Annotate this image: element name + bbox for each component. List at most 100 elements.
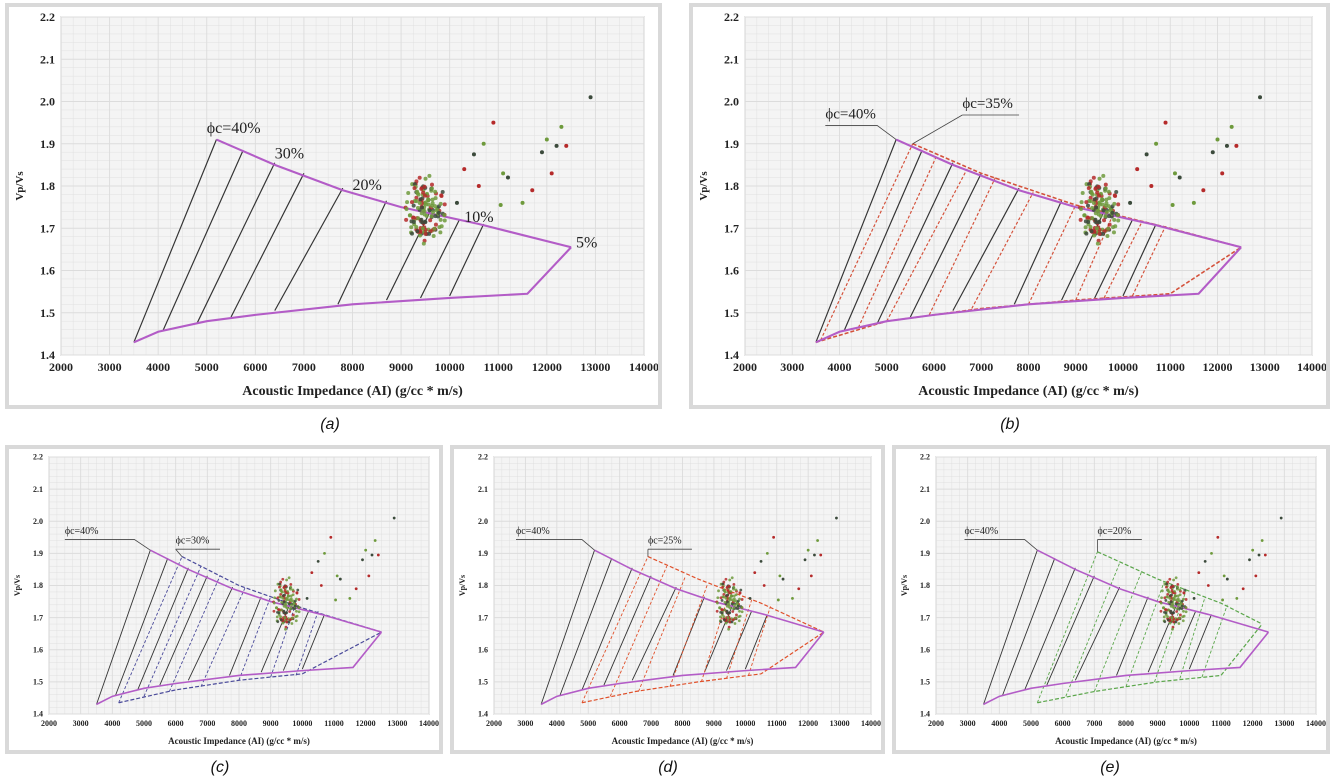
data-point [1167,600,1171,604]
y-tick-label: 2.0 [33,517,43,526]
model-upper-bound [1036,549,1269,633]
data-point [1177,175,1182,180]
data-point [471,152,476,157]
data-point [281,596,285,600]
data-point [725,586,729,590]
data-point [722,615,726,619]
data-point [295,609,298,613]
data-point [539,150,544,155]
x-tick-label: 9000 [1150,719,1166,728]
data-point [1181,619,1185,623]
data-point [727,591,731,595]
data-point [813,553,816,557]
data-point [1166,618,1170,622]
data-point [1172,578,1175,582]
data-point [431,210,436,215]
x-tick-label: 5000 [136,719,152,728]
x-tick-label: 5000 [1023,719,1039,728]
compare-line [857,156,937,328]
data-point [1112,201,1117,206]
data-point [272,609,276,613]
data-point [1178,613,1182,617]
data-point [411,203,416,208]
data-point [295,591,299,595]
y-tick-label: 1.9 [33,549,43,558]
porosity-label: ϕc=30% [176,536,210,547]
y-tick-label: 1.7 [920,613,930,622]
rpt-line [672,596,705,676]
y-tick-label: 2.0 [40,95,55,109]
data-point [429,214,434,219]
data-point [282,604,286,608]
data-point [1203,560,1207,563]
data-point [1176,594,1180,598]
rpt-line [274,187,344,311]
data-point [723,608,727,612]
data-point [433,214,438,219]
data-point [737,619,741,623]
data-point [505,175,510,180]
porosity-label: ϕc=40% [516,526,550,537]
x-tick-label: 5000 [875,360,899,374]
data-point [285,578,288,582]
x-tick-label: 6000 [168,719,184,728]
x-tick-label: 12000 [1243,719,1263,728]
data-point [428,218,433,223]
data-point [1210,551,1213,555]
data-point [429,182,434,187]
data-point [719,620,723,624]
data-point [442,213,447,218]
data-point [781,577,785,581]
data-point [1086,186,1091,191]
data-point [1103,214,1108,219]
data-point [727,627,731,631]
data-point [1191,200,1196,205]
rpt-line [744,614,768,670]
data-point [1174,620,1178,624]
data-point [423,231,428,236]
x-tick-label: 5000 [580,719,596,728]
data-point [727,625,731,629]
rpt-line [952,187,1020,311]
chart-b: 2000 3000 4000 5000 6000 7000 8000 9000 10000 110… [698,10,1326,399]
data-point [762,584,766,587]
y-tick-label: 2.1 [478,485,488,494]
data-point [335,574,339,578]
y-tick-label: 2.0 [478,517,488,526]
data-point [290,622,294,625]
data-point [427,173,432,178]
data-point [1088,195,1093,200]
data-point [367,574,371,578]
data-point [797,587,801,591]
data-point [1092,197,1097,202]
x-tick-label: 14000 [1297,360,1326,374]
data-point [1084,231,1089,236]
x-tick-label: 4000 [104,719,120,728]
data-point [722,593,726,596]
data-point [1197,571,1201,575]
data-point [733,604,736,607]
data-point [719,611,723,614]
label-leader [175,548,183,557]
data-point [1177,616,1181,620]
label-leader [515,539,595,551]
data-point [1088,224,1093,229]
y-tick-label: 2.1 [40,52,55,66]
data-point [728,578,732,582]
model-lower-bound [815,246,1242,344]
data-point [439,224,444,229]
data-point [1100,202,1105,207]
data-point [725,609,729,613]
y-tick-label: 1.5 [33,678,43,687]
data-point [1172,596,1176,600]
compare-lower-bound [118,631,382,704]
compare-lower-bound [581,631,825,704]
data-point [364,548,368,552]
data-point [1175,610,1179,613]
data-point [427,231,432,236]
x-tick-label: 13000 [1250,360,1280,374]
y-axis-label: Vp/Vs [900,575,909,596]
data-point [1160,596,1163,600]
compare-upper-bound [181,556,382,633]
y-tick-label: 1.4 [724,348,739,362]
